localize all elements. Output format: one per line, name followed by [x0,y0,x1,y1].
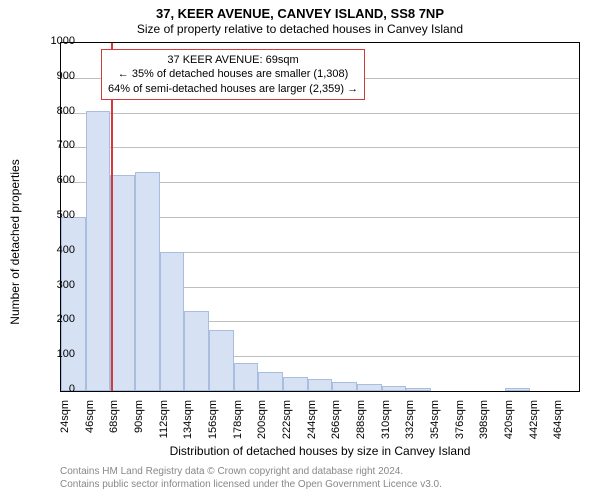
y-tick-label: 500 [25,209,75,221]
x-tick-label: 156sqm [207,400,219,450]
annotation-line-2: ← 35% of detached houses are smaller (1,… [108,67,358,81]
y-tick-label: 1000 [25,35,75,47]
x-tick-label: 332sqm [404,400,416,450]
x-tick-label: 266sqm [330,400,342,450]
x-tick-label: 112sqm [158,400,170,450]
annotation-line-1: 37 KEER AVENUE: 69sqm [108,53,358,67]
histogram-bar [382,386,407,391]
x-tick-label: 90sqm [133,400,145,450]
y-tick-label: 200 [25,313,75,325]
x-tick-label: 24sqm [59,400,71,450]
y-tick-label: 300 [25,279,75,291]
x-tick-label: 442sqm [528,400,540,450]
y-tick-label: 800 [25,105,75,117]
histogram-bar [283,377,308,391]
chart-title-main: 37, KEER AVENUE, CANVEY ISLAND, SS8 7NP [0,6,600,21]
x-tick-label: 178sqm [232,400,244,450]
y-axis-label: Number of detached properties [8,142,22,342]
gridline [61,113,579,114]
annotation-box: 37 KEER AVENUE: 69sqm← 35% of detached h… [101,49,365,100]
histogram-bar [357,384,382,391]
chart-title-sub: Size of property relative to detached ho… [0,22,600,36]
histogram-bar [86,111,111,391]
histogram-bar [184,311,209,391]
gridline [61,147,579,148]
chart-plot-area: 37 KEER AVENUE: 69sqm← 35% of detached h… [60,42,580,392]
y-tick-label: 100 [25,348,75,360]
x-tick-label: 68sqm [108,400,120,450]
x-tick-label: 464sqm [552,400,564,450]
x-tick-label: 288sqm [355,400,367,450]
histogram-bar [505,388,530,391]
y-tick-label: 400 [25,244,75,256]
histogram-bar [234,363,259,391]
y-tick-label: 900 [25,70,75,82]
histogram-bar [308,379,333,391]
legal-line-2: Contains public sector information licen… [60,479,580,492]
x-tick-label: 200sqm [256,400,268,450]
x-tick-label: 420sqm [503,400,515,450]
legal-attribution: Contains HM Land Registry data © Crown c… [60,466,580,491]
x-tick-label: 46sqm [84,400,96,450]
annotation-line-3: 64% of semi-detached houses are larger (… [108,82,358,96]
x-tick-label: 244sqm [306,400,318,450]
legal-line-1: Contains HM Land Registry data © Crown c… [60,466,580,479]
x-tick-label: 398sqm [478,400,490,450]
y-tick-label: 0 [25,383,75,395]
x-tick-label: 310sqm [380,400,392,450]
histogram-bar [258,372,283,391]
histogram-bar [110,175,135,391]
histogram-bar [406,388,431,391]
x-tick-label: 376sqm [454,400,466,450]
y-tick-label: 600 [25,174,75,186]
x-tick-label: 222sqm [281,400,293,450]
histogram-bar [160,252,185,391]
histogram-bar [332,382,357,391]
x-tick-label: 354sqm [429,400,441,450]
histogram-bar [135,172,160,391]
x-tick-label: 134sqm [182,400,194,450]
histogram-bar [209,330,234,391]
y-tick-label: 700 [25,139,75,151]
